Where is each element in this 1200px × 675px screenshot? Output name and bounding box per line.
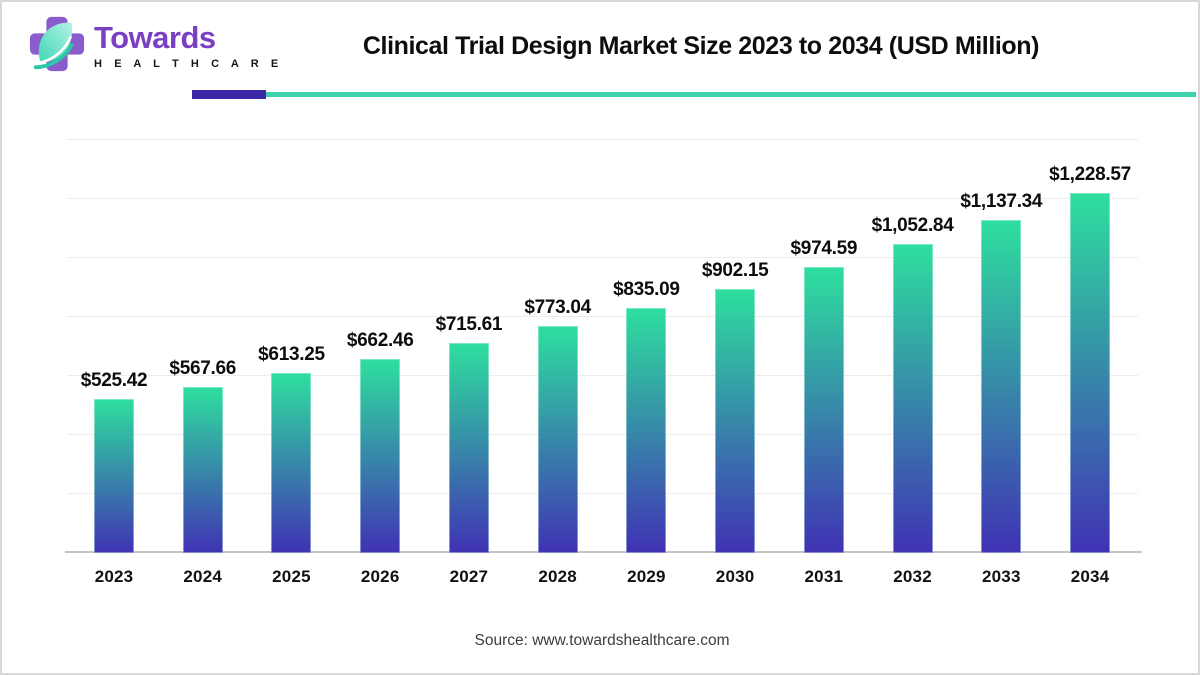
bar-value-label: $567.66 — [169, 358, 237, 379]
brand-subtitle: H E A L T H C A R E — [94, 58, 283, 70]
chart-title: Clinical Trial Design Market Size 2023 t… — [362, 32, 1040, 60]
bar-value-label: $1,052.84 — [871, 215, 954, 236]
title-underline-line — [266, 92, 1196, 97]
bar-value-label: $1,137.34 — [960, 191, 1043, 212]
x-axis-label: 2034 — [1070, 567, 1110, 586]
gridline — [67, 316, 1138, 317]
bar-2026 — [360, 359, 401, 553]
x-axis-label: 2028 — [538, 567, 577, 586]
gridline — [67, 375, 1138, 376]
bar-value-label: $974.59 — [790, 238, 858, 259]
bar-2023 — [94, 399, 134, 553]
bar-value-label: $525.42 — [80, 370, 148, 391]
gridline — [67, 139, 1138, 140]
bar-value-label: $902.15 — [701, 260, 769, 281]
bar-value-label: $613.25 — [258, 344, 325, 365]
x-axis-label: 2026 — [360, 567, 400, 586]
x-axis-label: 2024 — [183, 567, 223, 586]
x-axis-line — [65, 551, 1142, 553]
x-axis-label: 2033 — [981, 567, 1021, 586]
bar-value-label: $715.61 — [435, 314, 503, 335]
x-axis-label: 2023 — [94, 567, 134, 586]
bar-2031 — [803, 267, 844, 553]
gridline — [67, 493, 1138, 494]
healthcare-cross-leaf-icon — [29, 16, 85, 72]
bar-2028 — [537, 326, 578, 553]
bar-2024 — [182, 387, 223, 553]
leaf-icon — [33, 22, 74, 70]
bar-value-label: $662.46 — [346, 330, 414, 351]
x-axis-label: 2030 — [715, 567, 755, 586]
x-axis-label: 2032 — [893, 567, 932, 586]
bar-2030 — [715, 289, 756, 553]
brand-logo: Towards H E A L T H C A R E — [28, 14, 283, 74]
brand-name: Towards — [94, 20, 216, 55]
bar-value-label: $773.04 — [524, 297, 591, 318]
bar-2032 — [892, 244, 933, 553]
x-axis-label: 2029 — [627, 567, 666, 586]
title-underline-accent — [192, 90, 266, 99]
gridline — [67, 434, 1138, 435]
bar-value-label: $1,228.57 — [1049, 164, 1131, 185]
gridline — [67, 257, 1138, 258]
source-note: Source: www.towardshealthcare.com — [474, 632, 730, 649]
gridline — [67, 198, 1138, 199]
bar-value-label: $835.09 — [613, 279, 680, 300]
bar-2034 — [1070, 193, 1111, 553]
bar-2025 — [271, 373, 312, 553]
bar-2029 — [626, 308, 667, 553]
x-axis-label: 2027 — [449, 567, 489, 586]
x-axis-label: 2025 — [272, 567, 311, 586]
bar-2027 — [448, 343, 489, 553]
bar-2033 — [981, 220, 1022, 553]
brand-text: Towards H E A L T H C A R E — [94, 14, 283, 70]
x-axis-label: 2031 — [804, 567, 844, 586]
